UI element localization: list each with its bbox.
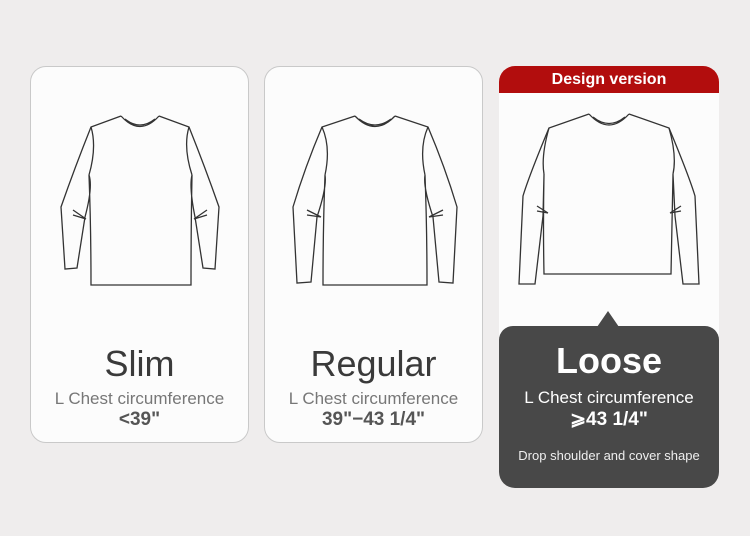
slim-shirt-icon xyxy=(60,115,220,286)
chest-value: 39"−43 1/4" xyxy=(321,409,426,430)
regular-shirt-icon xyxy=(292,115,458,286)
chest-label: L Chest circumference xyxy=(54,389,225,408)
chest-value: ⩾43 1/4" xyxy=(570,409,648,430)
style-note: Drop shoulder and cover shape xyxy=(518,448,700,463)
loose-card[interactable]: Design version Loose L Chest circumferen… xyxy=(499,66,719,488)
regular-card[interactable]: Regular L Chest circumference 39"−43 1/4… xyxy=(264,66,483,443)
slim-card[interactable]: Slim L Chest circumference <39" xyxy=(30,66,249,443)
chest-value: <39" xyxy=(118,409,161,430)
design-version-badge: Design version xyxy=(499,66,719,93)
pointer-triangle xyxy=(597,311,619,327)
fit-name: Slim xyxy=(104,343,175,384)
chest-label: L Chest circumference xyxy=(524,388,694,407)
fit-name: Loose xyxy=(555,340,662,381)
highlight-panel xyxy=(499,326,719,488)
loose-shirt-icon xyxy=(518,113,700,285)
chest-label: L Chest circumference xyxy=(288,389,459,408)
fit-name: Regular xyxy=(310,343,437,384)
